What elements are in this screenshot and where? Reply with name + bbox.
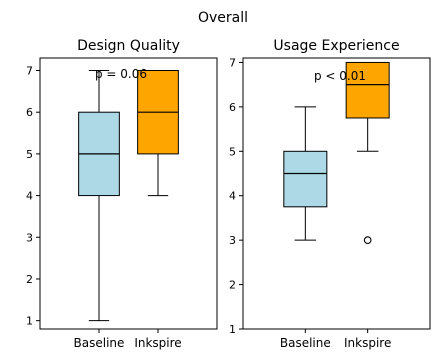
y-tick-label: 3 bbox=[26, 231, 33, 244]
y-tick-label: 7 bbox=[26, 65, 33, 78]
y-tick-label: 7 bbox=[229, 56, 236, 69]
p-value-annotation: p < 0.01 bbox=[314, 69, 366, 83]
y-tick-label: 1 bbox=[26, 315, 33, 328]
y-tick-label: 1 bbox=[229, 323, 236, 336]
y-tick-label: 5 bbox=[26, 148, 33, 161]
figure-title: Overall bbox=[198, 10, 248, 26]
x-tick-label: Baseline bbox=[74, 336, 125, 350]
panel-title: Usage Experience bbox=[273, 38, 399, 54]
x-tick-label: Inkspire bbox=[344, 336, 391, 350]
plot-frame bbox=[39, 57, 218, 330]
panel-title: Design Quality bbox=[77, 38, 180, 54]
y-tick-label: 2 bbox=[229, 279, 236, 292]
y-tick-label: 2 bbox=[26, 273, 33, 286]
box-inkspire bbox=[345, 61, 390, 119]
y-tick-label: 3 bbox=[229, 234, 236, 247]
outlier-point bbox=[363, 236, 372, 244]
y-tick-label: 6 bbox=[26, 106, 33, 119]
x-tick-label: Inkspire bbox=[134, 336, 181, 350]
y-tick-label: 4 bbox=[26, 190, 33, 203]
plot-frame bbox=[242, 57, 431, 330]
y-tick-label: 5 bbox=[229, 145, 236, 158]
p-value-annotation: p = 0.06 bbox=[95, 67, 147, 81]
box-baseline bbox=[283, 150, 328, 208]
y-tick-label: 6 bbox=[229, 101, 236, 114]
x-tick-label: Baseline bbox=[280, 336, 331, 350]
y-tick-label: 4 bbox=[229, 190, 236, 203]
